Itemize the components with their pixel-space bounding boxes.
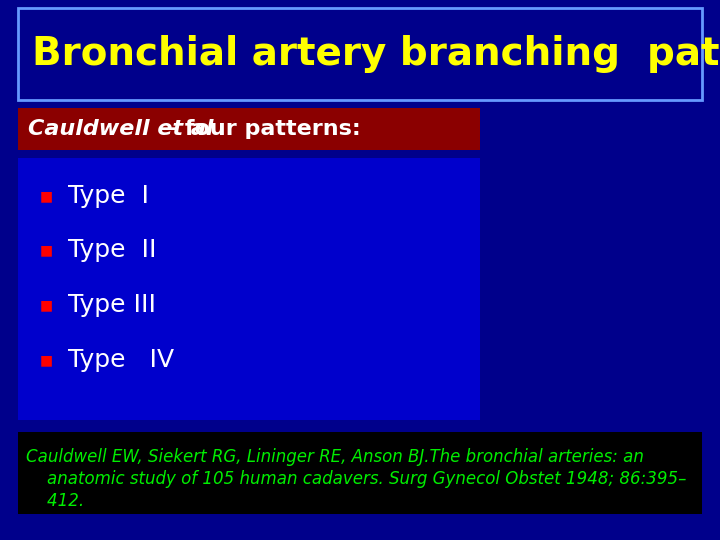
Bar: [18, 158, 480, 420]
Text: Bronchial artery branching  pattern: Bronchial artery branching pattern: [32, 35, 720, 73]
Text: ■: ■: [40, 189, 53, 203]
Text: ■: ■: [40, 243, 53, 257]
Text: ■: ■: [40, 353, 53, 367]
Text: Cauldwell EW, Siekert RG, Lininger RE, Anson BJ.The bronchial arteries: an: Cauldwell EW, Siekert RG, Lininger RE, A…: [26, 448, 644, 466]
Text: 412.: 412.: [26, 492, 84, 510]
Text: Type III: Type III: [68, 293, 156, 317]
Bar: [18, 108, 480, 150]
Bar: [18, 432, 702, 514]
Text: Type   IV: Type IV: [68, 348, 174, 372]
Text: Type  II: Type II: [68, 238, 156, 262]
Text: - four patterns:: - four patterns:: [160, 119, 361, 139]
Text: Type  I: Type I: [68, 184, 149, 208]
Bar: [18, 8, 702, 100]
Text: anatomic study of 105 human cadavers. Surg Gynecol Obstet 1948; 86:395–: anatomic study of 105 human cadavers. Su…: [26, 470, 686, 488]
Text: ■: ■: [40, 298, 53, 312]
Text: Cauldwell et al: Cauldwell et al: [28, 119, 214, 139]
